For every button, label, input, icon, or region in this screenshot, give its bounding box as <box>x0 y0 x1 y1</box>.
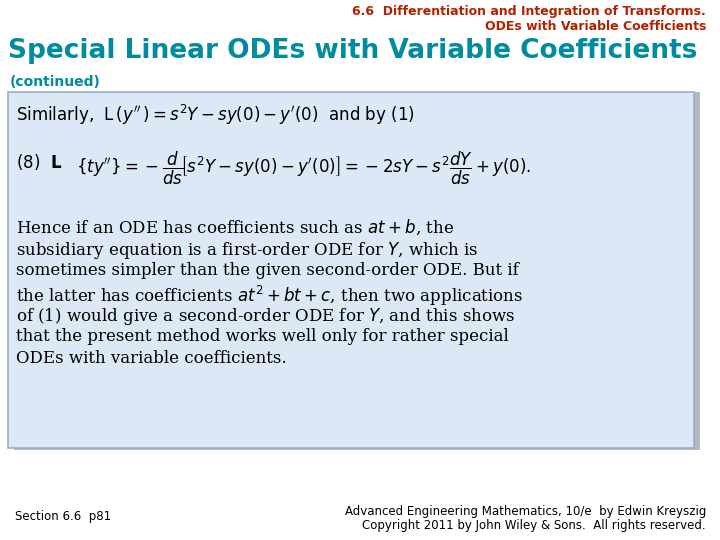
Text: Similarly,  $\mathrm{L}\,(y^{\prime\prime}\,) = s^2Y - sy(0) - y^{\prime}(0)$  a: Similarly, $\mathrm{L}\,(y^{\prime\prime… <box>16 103 415 127</box>
Text: ODEs with variable coefficients.: ODEs with variable coefficients. <box>16 350 287 367</box>
Text: Advanced Engineering Mathematics, 10/e  by Edwin Kreyszig: Advanced Engineering Mathematics, 10/e b… <box>345 505 706 518</box>
Text: of (1) would give a second-order ODE for $Y$, and this shows: of (1) would give a second-order ODE for… <box>16 306 515 327</box>
Text: 6.6  Differentiation and Integration of Transforms.: 6.6 Differentiation and Integration of T… <box>352 5 706 18</box>
Text: Copyright 2011 by John Wiley & Sons.  All rights reserved.: Copyright 2011 by John Wiley & Sons. All… <box>362 519 706 532</box>
Text: sometimes simpler than the given second-order ODE. But if: sometimes simpler than the given second-… <box>16 262 518 279</box>
Text: Hence if an ODE has coefficients such as $at + b$, the: Hence if an ODE has coefficients such as… <box>16 218 454 238</box>
Text: the latter has coefficients $at^2 + bt + c$, then two applications: the latter has coefficients $at^2 + bt +… <box>16 284 523 308</box>
Text: subsidiary equation is a first-order ODE for $Y$, which is: subsidiary equation is a first-order ODE… <box>16 240 479 261</box>
Text: $\left\{ty^{\prime\prime}\right\} = -\dfrac{d}{ds}\!\left[s^2Y - sy(0) - y^{\pri: $\left\{ty^{\prime\prime}\right\} = -\df… <box>76 150 531 187</box>
Text: Section 6.6  p81: Section 6.6 p81 <box>15 510 111 523</box>
Text: Special Linear ODEs with Variable Coefficients: Special Linear ODEs with Variable Coeffi… <box>8 38 698 64</box>
Text: that the present method works well only for rather special: that the present method works well only … <box>16 328 509 345</box>
Text: ODEs with Variable Coefficients: ODEs with Variable Coefficients <box>485 20 706 33</box>
Text: (continued): (continued) <box>10 75 101 89</box>
Text: (8)  $\mathbf{L}$: (8) $\mathbf{L}$ <box>16 152 62 172</box>
Bar <box>14 92 700 450</box>
FancyBboxPatch shape <box>8 92 694 448</box>
